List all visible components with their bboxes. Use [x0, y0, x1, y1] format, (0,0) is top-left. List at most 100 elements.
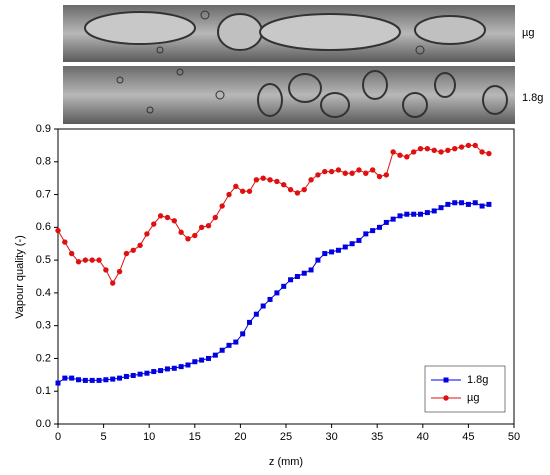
point	[363, 170, 369, 176]
point	[315, 172, 321, 178]
y-tick-label: 0.5	[36, 254, 51, 266]
point	[205, 222, 212, 229]
point	[472, 142, 478, 149]
point	[411, 211, 417, 217]
point	[328, 168, 335, 175]
point	[438, 205, 444, 211]
point	[192, 359, 198, 365]
point	[410, 149, 417, 155]
series-line	[57, 144, 490, 285]
point	[212, 352, 218, 358]
point	[76, 377, 82, 383]
point	[239, 188, 246, 194]
point	[431, 147, 437, 154]
point	[151, 221, 157, 227]
point	[274, 178, 280, 185]
photo-microgravity	[63, 5, 515, 62]
point	[294, 190, 301, 196]
point	[383, 219, 389, 225]
point	[137, 371, 143, 377]
point	[233, 339, 239, 345]
point	[171, 365, 177, 371]
x-tick-label: 20	[234, 431, 246, 443]
point	[356, 167, 362, 173]
point	[226, 342, 232, 348]
point	[199, 357, 205, 363]
point	[397, 152, 403, 158]
point	[424, 210, 430, 216]
point	[294, 274, 300, 279]
point	[185, 236, 191, 242]
x-tick-label: 10	[143, 431, 155, 443]
point	[342, 170, 348, 176]
point	[397, 213, 403, 219]
point	[144, 370, 150, 376]
point	[178, 364, 184, 370]
point	[164, 214, 171, 221]
point	[452, 200, 458, 206]
point	[62, 239, 68, 245]
point	[226, 191, 232, 198]
point	[452, 145, 458, 152]
point	[274, 290, 280, 296]
point	[89, 257, 95, 263]
point	[205, 355, 211, 361]
y-tick-label: 0.0	[36, 418, 51, 430]
point	[89, 377, 95, 383]
image-label: 1.8g	[522, 92, 543, 104]
point	[308, 177, 314, 183]
x-tick-label: 50	[508, 431, 520, 443]
legend-label: 1.8g	[467, 374, 488, 386]
point	[363, 231, 369, 237]
point	[418, 211, 424, 217]
point	[329, 249, 335, 255]
point	[288, 277, 294, 283]
point	[157, 213, 164, 219]
x-tick-label: 45	[462, 431, 474, 443]
point	[137, 242, 143, 249]
x-tick-label: 40	[417, 431, 429, 443]
point	[246, 188, 253, 194]
point	[55, 227, 61, 234]
point	[465, 201, 471, 207]
point	[75, 259, 82, 265]
point	[335, 247, 341, 253]
legend-box	[424, 365, 506, 413]
x-tick-label: 30	[325, 431, 337, 443]
point	[486, 150, 492, 157]
point	[68, 250, 75, 257]
y-tick-label: 0.7	[36, 188, 51, 200]
point	[103, 377, 109, 383]
point	[123, 373, 129, 379]
x-tick-label: 15	[189, 431, 201, 443]
point	[383, 172, 390, 178]
x-tick-label: 0	[55, 431, 61, 443]
x-tick-label: 5	[101, 431, 107, 443]
point	[219, 203, 225, 209]
point	[390, 149, 396, 155]
y-tick-label: 0.2	[36, 352, 51, 364]
point	[178, 229, 184, 235]
y-tick-label: 0.8	[36, 156, 51, 168]
point	[342, 244, 348, 250]
point	[267, 296, 273, 302]
point	[424, 145, 431, 152]
y-tick-label: 0.9	[36, 123, 51, 135]
point	[253, 311, 259, 317]
point	[110, 280, 116, 286]
point	[212, 214, 219, 221]
point	[472, 200, 478, 206]
y-axis-label: Vapour quality (-)	[14, 235, 26, 319]
point	[267, 177, 273, 183]
x-tick-label: 35	[371, 431, 383, 443]
point	[253, 177, 260, 183]
point	[233, 183, 239, 190]
point	[445, 201, 451, 207]
legend-marker	[443, 395, 449, 401]
point	[376, 224, 382, 230]
point	[55, 380, 61, 386]
point	[301, 186, 307, 193]
point	[356, 237, 362, 243]
point	[287, 186, 294, 193]
